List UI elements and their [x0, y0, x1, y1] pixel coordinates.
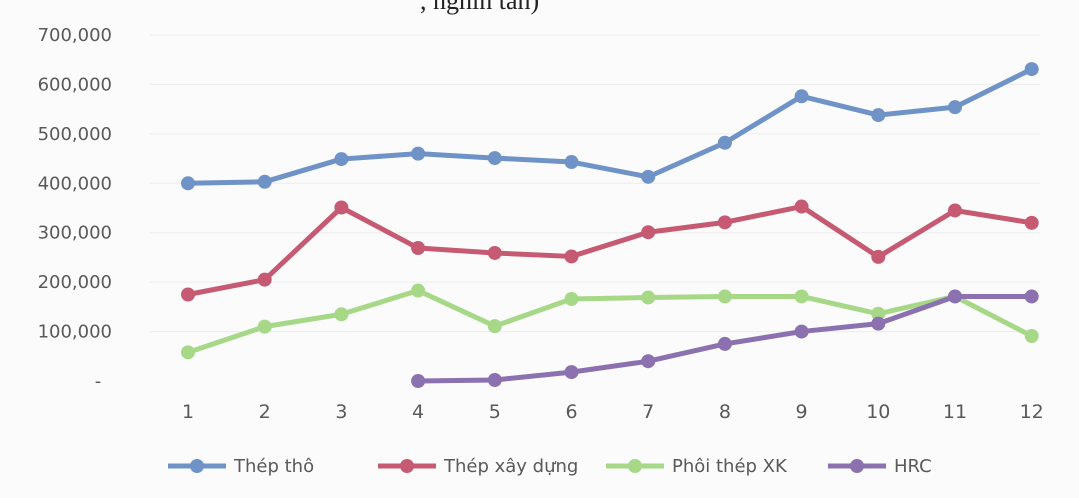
data-point — [487, 319, 502, 334]
legend-item: Thép thô — [168, 456, 314, 477]
legend-label: HRC — [894, 456, 932, 477]
data-point — [257, 174, 272, 189]
y-tick-label: 300,000 — [38, 223, 112, 244]
y-tick-label: 200,000 — [38, 272, 112, 293]
x-axis-ticks: 1 2 3 4 5 6 7 8 9 10 11 12 — [182, 401, 1044, 423]
series-line — [185, 288, 1035, 355]
x-tick-label: 8 — [719, 401, 731, 423]
legend-label: Phôi thép XK — [672, 456, 788, 477]
legend-marker — [190, 459, 204, 473]
legend-marker — [628, 459, 642, 473]
data-point — [794, 289, 809, 304]
y-axis-ticks: - 100,000 200,000 300,000 400,000 500,000 600,… — [38, 25, 112, 392]
legend-item: Phôi thép XK — [606, 456, 788, 477]
data-point — [1024, 62, 1039, 77]
data-point — [257, 319, 272, 334]
data-point — [181, 287, 195, 302]
x-tick-label: 6 — [565, 401, 577, 423]
data-point — [717, 289, 732, 304]
data-point — [871, 316, 886, 331]
chart-title-fragment: , nghìn tấn) — [420, 0, 540, 15]
x-tick-label: 10 — [866, 401, 890, 423]
data-point — [487, 373, 502, 388]
x-tick-label: 11 — [943, 401, 967, 423]
x-tick-label: 1 — [182, 401, 194, 423]
x-tick-label: 4 — [412, 401, 424, 423]
legend-marker — [850, 459, 864, 473]
data-point — [641, 290, 656, 305]
y-tick-label: 400,000 — [38, 173, 112, 194]
y-tick-label: 500,000 — [38, 124, 112, 145]
y-tick-label: 700,000 — [38, 25, 112, 46]
legend: Thép thô Thép xây dựng Phôi thép XK HRC — [168, 456, 932, 477]
data-point — [948, 203, 962, 218]
series-4 — [411, 289, 1039, 388]
data-point — [411, 374, 426, 388]
data-point — [564, 249, 579, 264]
data-point — [564, 291, 579, 306]
x-tick-label: 5 — [489, 401, 501, 423]
series-1 — [181, 62, 1039, 191]
data-point — [871, 108, 886, 123]
data-point — [181, 176, 195, 191]
legend-label: Thép xây dựng — [443, 456, 578, 477]
series-line — [185, 204, 1035, 297]
series-2 — [181, 199, 1039, 302]
data-point — [871, 306, 886, 321]
x-tick-label: 9 — [796, 401, 808, 423]
series-3 — [181, 283, 1039, 360]
data-point — [948, 100, 962, 115]
data-point — [794, 199, 809, 214]
data-point — [487, 151, 502, 166]
data-point — [641, 169, 656, 184]
data-point — [1024, 215, 1039, 230]
x-tick-label: 7 — [642, 401, 654, 423]
data-point — [717, 336, 732, 351]
y-tick-label: 600,000 — [38, 74, 112, 95]
data-point — [641, 354, 656, 369]
data-point — [1024, 289, 1039, 304]
legend-label: Thép thô — [233, 456, 314, 477]
legend-item: Thép xây dựng — [378, 456, 578, 477]
data-point — [794, 324, 809, 339]
data-point — [411, 146, 426, 161]
data-point — [487, 245, 502, 260]
data-point — [181, 345, 195, 360]
data-point — [334, 307, 349, 322]
data-point — [1024, 329, 1039, 344]
data-point — [871, 249, 886, 264]
x-tick-label: 12 — [1020, 401, 1044, 423]
data-point — [564, 365, 579, 380]
data-point — [794, 89, 809, 104]
gridlines — [150, 34, 1040, 333]
data-point — [717, 215, 732, 230]
series-line — [185, 66, 1035, 186]
data-point — [334, 152, 349, 167]
data-point — [948, 289, 962, 304]
data-point — [717, 135, 732, 150]
y-tick-label: 100,000 — [38, 322, 112, 343]
x-tick-label: 3 — [335, 401, 347, 423]
data-point — [564, 155, 579, 170]
series-group — [181, 62, 1039, 388]
data-point — [411, 241, 426, 256]
legend-item: HRC — [828, 456, 932, 477]
x-tick-label: 2 — [259, 401, 271, 423]
data-point — [641, 225, 656, 240]
data-point — [257, 272, 272, 287]
data-point — [411, 283, 426, 298]
legend-marker — [400, 459, 414, 473]
data-point — [334, 200, 349, 215]
y-tick-label: - — [95, 371, 102, 392]
